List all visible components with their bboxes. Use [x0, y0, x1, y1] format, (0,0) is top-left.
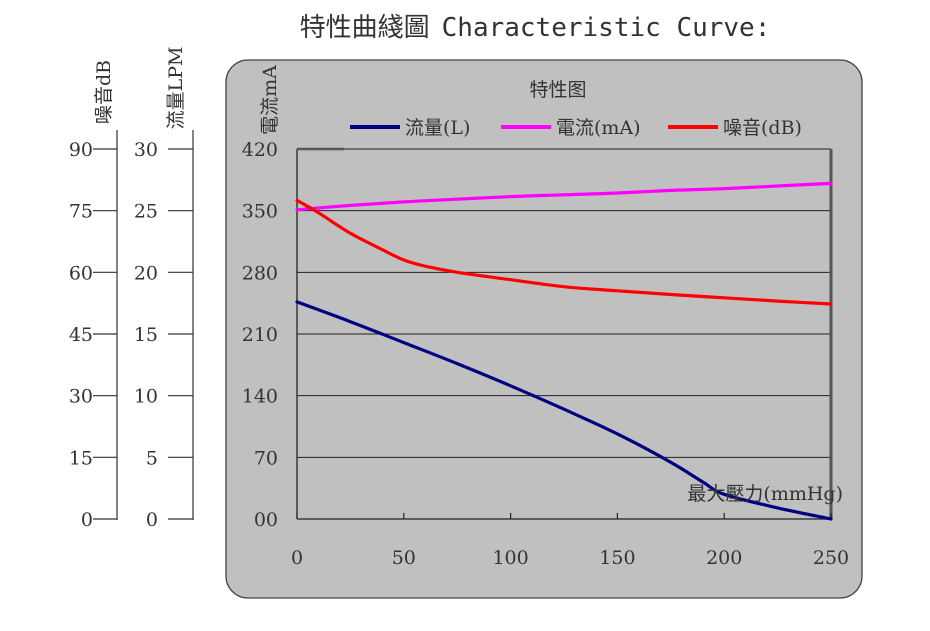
series-line-current [295, 181, 833, 212]
chart-title-cjk: 特性曲綫圖 [300, 13, 430, 43]
current-axis-tick-label: 350 [242, 201, 278, 223]
current-axis-tick-label: 00 [254, 509, 278, 531]
legend-label-noise: 噪音(dB) [723, 117, 802, 139]
x-axis-tick-label: 50 [392, 547, 416, 569]
flow-axis-tick-label: 20 [134, 262, 158, 284]
current-axis-tick-label: 210 [242, 324, 278, 346]
noise-axis-title: 噪音dB [93, 60, 115, 124]
series-layer [295, 181, 833, 521]
flow-axis-ticks: 0 5 10 15 20 25 30 [134, 139, 193, 531]
legend-label-flow: 流量(L) [405, 117, 470, 139]
x-axis-tick-label: 200 [706, 547, 742, 569]
x-axis-tick-label: 100 [492, 547, 528, 569]
current-axis-tick-label: 140 [242, 386, 278, 408]
x-axis-ticks: 0 50 100 150 200 250 [291, 513, 849, 569]
noise-axis-ticks: 0 15 30 45 60 75 90 [69, 139, 117, 531]
flow-axis-tick-label: 25 [134, 201, 158, 223]
series-line-flow [295, 300, 833, 521]
current-axis-ticks: 00 70 140 210 280 350 420 [242, 139, 278, 531]
flow-axis-tick-label: 30 [134, 139, 158, 161]
x-axis-tick-label: 250 [813, 547, 849, 569]
current-axis-tick-label: 70 [254, 447, 278, 469]
chart-title: 特性曲綫圖 Characteristic Curve: [300, 13, 771, 43]
noise-axis-tick-label: 60 [69, 262, 93, 284]
noise-axis-tick-label: 15 [69, 447, 93, 469]
flow-axis-title: 流量LPM [165, 47, 187, 130]
outer-axes: 噪音dB 流量LPM 0 15 30 45 60 75 90 0 5 10 15 20 25 30 [69, 47, 194, 531]
noise-axis-tick-label: 90 [69, 139, 93, 161]
current-axis-tick-label: 420 [242, 139, 278, 161]
series-line-noise [295, 198, 833, 306]
x-axis-tick-label: 150 [599, 547, 635, 569]
legend: 流量(L) 電流(mA) 噪音(dB) [350, 117, 802, 139]
x-axis-title: 最大壓力(mmHg) [687, 483, 843, 505]
noise-axis-tick-label: 75 [69, 201, 93, 223]
chart-title-latin: Characteristic Curve: [442, 13, 771, 43]
flow-axis-tick-label: 10 [134, 386, 158, 408]
flow-axis-tick-label: 15 [134, 324, 158, 346]
current-axis-title: 電流mA [259, 65, 281, 135]
flow-axis-tick-label: 5 [146, 447, 158, 469]
noise-axis-tick-label: 0 [81, 509, 93, 531]
plot-panel [225, 59, 863, 599]
flow-axis-tick-label: 0 [146, 509, 158, 531]
legend-label-current: 電流(mA) [556, 117, 641, 139]
x-axis-tick-label: 0 [291, 547, 303, 569]
noise-axis-tick-label: 45 [69, 324, 93, 346]
plot-subtitle: 特性图 [529, 79, 586, 101]
noise-axis-tick-label: 30 [69, 386, 93, 408]
current-axis-tick-label: 280 [242, 262, 278, 284]
